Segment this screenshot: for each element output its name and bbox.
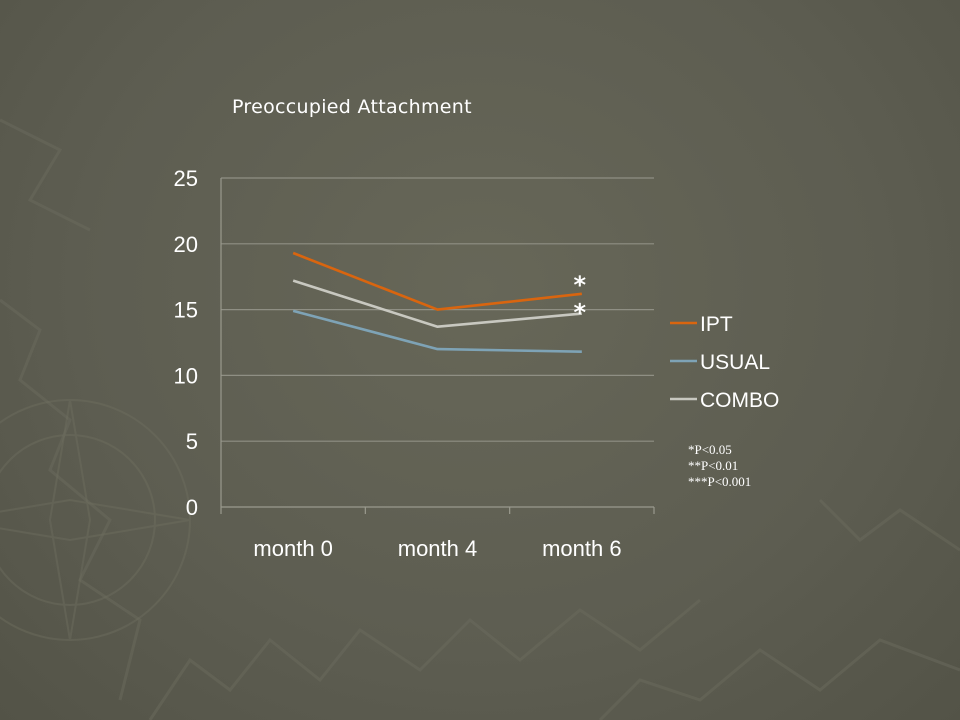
x-tick-label: month 4 — [398, 536, 478, 561]
legend: IPT USUAL COMBO — [670, 313, 779, 412]
legend-label-usual: USUAL — [700, 351, 770, 374]
significance-annotations: ** — [574, 271, 587, 327]
y-tick-label: 10 — [174, 363, 198, 388]
footnote: **P<0.01 — [688, 458, 739, 473]
legend-label-ipt: IPT — [700, 313, 733, 336]
y-tick-label: 25 — [174, 166, 198, 191]
significance-marker: * — [574, 299, 587, 327]
footnote: ***P<0.001 — [688, 474, 752, 489]
series-line-usual — [292, 309, 582, 354]
x-axis-ticks: month 0 month 4 month 6 — [253, 536, 621, 561]
series-lines — [292, 251, 582, 354]
footnote: *P<0.05 — [688, 442, 732, 457]
y-tick-label: 20 — [174, 232, 198, 257]
significance-footnotes: *P<0.05 **P<0.01 ***P<0.001 — [688, 442, 751, 490]
series-line-combo — [292, 279, 582, 329]
y-tick-label: 5 — [186, 429, 198, 454]
chart-title: Preoccupied Attachment — [232, 96, 472, 118]
y-tick-label: 0 — [186, 495, 198, 520]
series-line-ipt — [292, 251, 582, 311]
legend-label-combo: COMBO — [700, 389, 779, 412]
x-tick-label: month 0 — [253, 536, 333, 561]
x-tick-label: month 6 — [542, 536, 622, 561]
y-tick-label: 15 — [174, 298, 198, 323]
significance-marker: * — [574, 271, 587, 299]
axes — [220, 178, 655, 514]
y-axis-ticks: 0 5 10 15 20 25 — [174, 166, 198, 520]
